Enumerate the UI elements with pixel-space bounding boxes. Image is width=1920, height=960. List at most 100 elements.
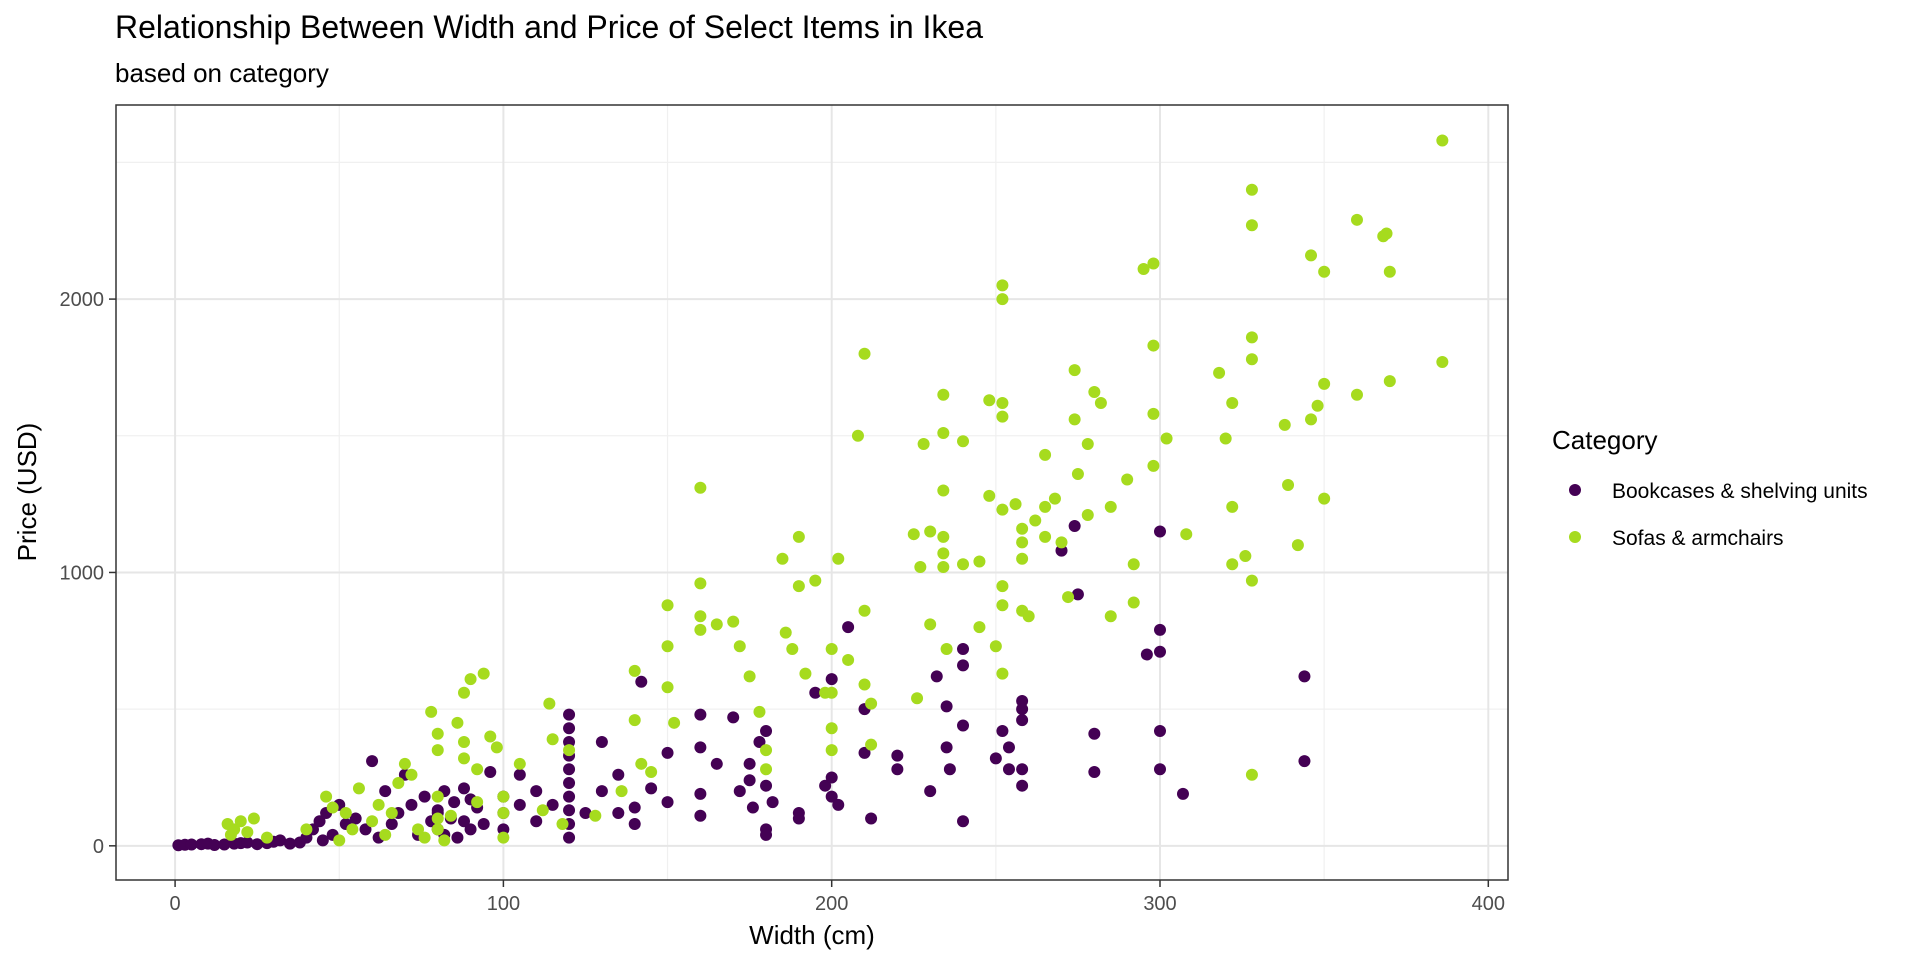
data-point-sofas: [924, 618, 937, 631]
data-point-sofas: [996, 503, 1009, 516]
points-layer: [172, 134, 1449, 852]
data-point-bookcases: [405, 798, 418, 811]
data-point-sofas: [694, 610, 707, 623]
data-point-sofas: [471, 796, 484, 809]
data-point-sofas: [1016, 552, 1029, 565]
data-point-bookcases: [612, 807, 625, 820]
data-point-sofas: [1009, 498, 1022, 511]
data-point-sofas: [1081, 437, 1094, 450]
data-point-sofas: [917, 437, 930, 450]
data-point-bookcases: [1016, 694, 1029, 707]
data-point-sofas: [1305, 249, 1318, 262]
data-point-sofas: [339, 807, 352, 820]
data-point-bookcases: [628, 817, 641, 830]
data-point-bookcases: [563, 722, 576, 735]
data-point-sofas: [937, 560, 950, 573]
data-point-sofas: [825, 722, 838, 735]
data-point-sofas: [1016, 536, 1029, 549]
data-point-bookcases: [349, 812, 362, 825]
data-point-sofas: [366, 815, 379, 828]
data-point-bookcases: [760, 828, 773, 841]
data-point-sofas: [661, 681, 674, 694]
data-point-sofas: [543, 697, 556, 710]
data-point-sofas: [937, 388, 950, 401]
data-point-sofas: [1094, 396, 1107, 409]
data-point-sofas: [458, 686, 470, 699]
data-point-bookcases: [379, 785, 392, 798]
x-axis-title: Width (cm): [749, 920, 875, 950]
data-point-sofas: [300, 823, 313, 836]
data-point-bookcases: [753, 735, 766, 748]
data-point-sofas: [438, 834, 451, 847]
data-point-sofas: [661, 640, 674, 653]
data-point-sofas: [431, 790, 444, 803]
data-point-sofas: [1318, 492, 1331, 505]
chart-title: Relationship Between Width and Price of …: [115, 9, 983, 45]
data-point-sofas: [1291, 539, 1304, 552]
data-point-sofas: [792, 580, 805, 593]
data-point-sofas: [1016, 522, 1029, 535]
data-point-sofas: [1436, 355, 1449, 368]
data-point-sofas: [431, 744, 444, 757]
data-point-sofas: [809, 574, 822, 587]
data-point-bookcases: [832, 798, 845, 811]
data-point-sofas: [1039, 530, 1052, 543]
data-point-bookcases: [743, 757, 756, 770]
data-point-sofas: [444, 809, 457, 822]
data-point-sofas: [628, 664, 641, 677]
data-point-sofas: [1104, 610, 1117, 623]
data-point-bookcases: [284, 837, 296, 850]
data-point-bookcases: [819, 779, 832, 792]
data-point-sofas: [1048, 492, 1061, 505]
legend-label-sofas: Sofas & armchairs: [1612, 527, 1784, 550]
data-point-bookcases: [274, 834, 287, 847]
data-point-sofas: [733, 640, 746, 653]
data-point-sofas: [1071, 468, 1084, 481]
data-point-sofas: [261, 831, 274, 844]
data-point-sofas: [1305, 413, 1318, 426]
data-point-bookcases: [694, 809, 707, 822]
data-point-sofas: [1226, 558, 1239, 571]
data-point-sofas: [996, 293, 1009, 306]
data-point-bookcases: [746, 801, 759, 814]
data-point-sofas: [451, 716, 464, 729]
data-point-bookcases: [1154, 645, 1166, 658]
data-point-sofas: [989, 640, 1002, 653]
data-point-sofas: [352, 782, 365, 795]
data-point-sofas: [825, 686, 838, 699]
data-point-bookcases: [957, 815, 970, 828]
data-point-sofas: [786, 643, 799, 656]
data-point-sofas: [628, 714, 641, 727]
data-point-sofas: [497, 807, 510, 820]
data-point-sofas: [753, 705, 766, 718]
data-point-sofas: [924, 525, 937, 538]
data-point-bookcases: [940, 700, 953, 713]
data-point-sofas: [589, 809, 602, 822]
data-point-bookcases: [1176, 787, 1189, 800]
data-point-bookcases: [661, 746, 674, 759]
data-point-sofas: [372, 798, 385, 811]
data-point-bookcases: [612, 768, 625, 781]
data-point-bookcases: [1154, 763, 1166, 776]
data-point-sofas: [392, 776, 405, 789]
data-point-bookcases: [316, 834, 329, 847]
data-point-bookcases: [891, 749, 904, 762]
data-point-sofas: [320, 790, 333, 803]
data-point-bookcases: [825, 771, 838, 784]
data-point-sofas: [326, 801, 339, 814]
data-point-sofas: [333, 834, 346, 847]
data-point-bookcases: [563, 831, 576, 844]
data-point-bookcases: [477, 817, 490, 830]
data-point-bookcases: [1298, 670, 1311, 683]
data-point-sofas: [1147, 407, 1160, 420]
data-point-sofas: [1278, 418, 1291, 431]
data-point-sofas: [431, 823, 444, 836]
data-point-sofas: [412, 823, 425, 836]
data-point-bookcases: [1088, 766, 1101, 779]
data-point-bookcases: [1154, 623, 1166, 636]
data-point-sofas: [1245, 353, 1258, 366]
data-point-bookcases: [218, 838, 231, 851]
data-point-sofas: [234, 815, 247, 828]
data-point-sofas: [563, 744, 576, 757]
data-point-bookcases: [1016, 779, 1029, 792]
